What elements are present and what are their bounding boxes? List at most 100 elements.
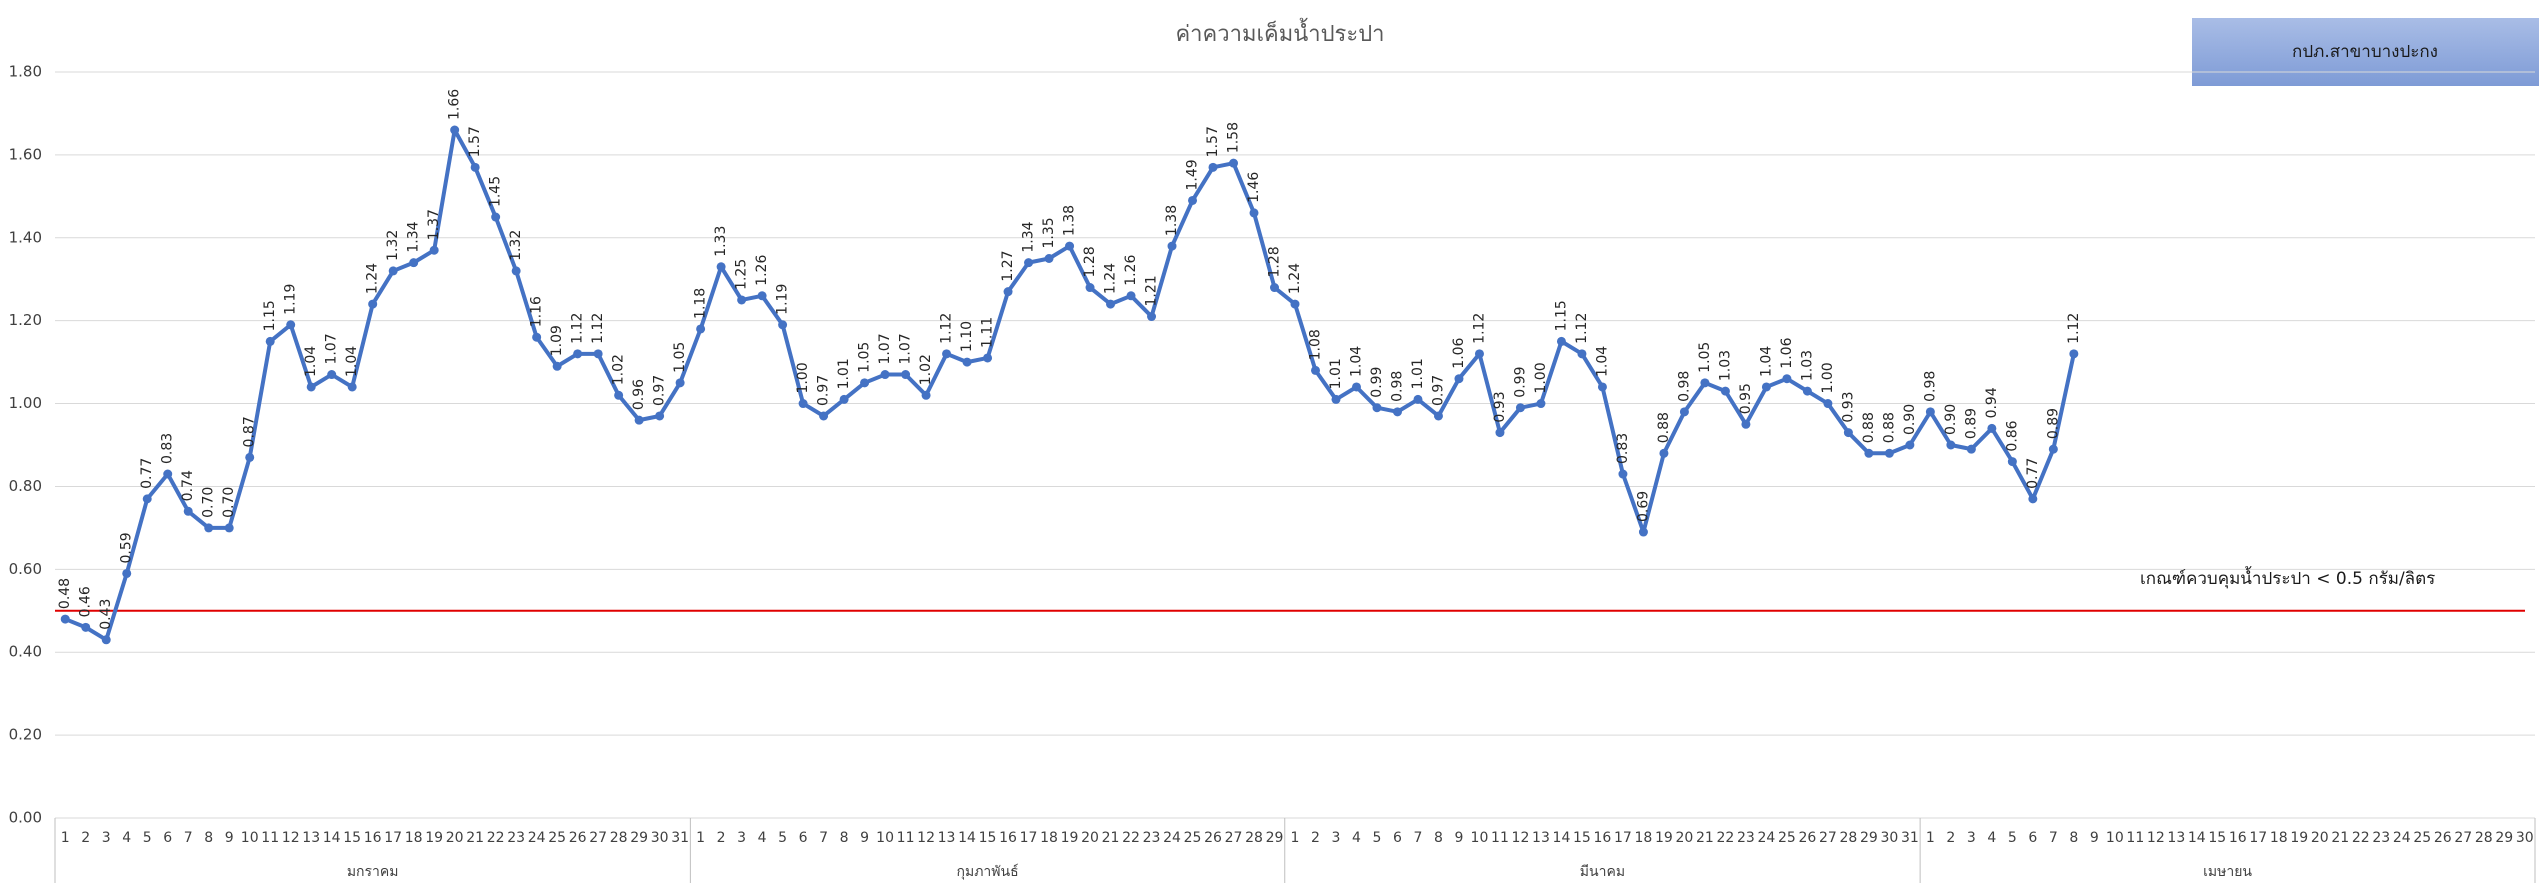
x-tick-label: 31 [1901, 830, 1919, 846]
data-point [1618, 469, 1628, 479]
data-point [1208, 162, 1218, 172]
data-point [860, 378, 870, 388]
x-tick-label: 6 [163, 830, 172, 846]
x-tick-label: 18 [1040, 830, 1058, 846]
data-label: 1.02 [611, 354, 627, 385]
data-label: 1.00 [1533, 362, 1549, 393]
data-point [1147, 312, 1157, 322]
data-label: 0.88 [1861, 412, 1877, 443]
x-tick-label: 7 [1414, 830, 1423, 846]
data-label: 1.08 [1307, 329, 1323, 360]
data-label: 0.97 [1430, 375, 1446, 406]
x-tick-label: 26 [1798, 830, 1816, 846]
reference-label: เกณฑ์ควบคุมน้ำประปา < 0.5 กรัม/ลิตร [2140, 566, 2435, 589]
data-point [1188, 195, 1198, 205]
x-tick-label: 29 [2495, 830, 2513, 846]
data-label: 1.04 [303, 346, 319, 377]
x-tick-label: 4 [122, 830, 131, 846]
data-label: 0.83 [1615, 433, 1631, 464]
x-tick-label: 6 [799, 830, 808, 846]
data-point [470, 162, 480, 172]
data-point [1024, 258, 1034, 268]
data-point [532, 332, 542, 342]
data-label: 1.26 [1123, 255, 1139, 286]
y-tick-label: 1.40 [9, 228, 42, 246]
data-point [1884, 448, 1894, 458]
data-label: 1.45 [488, 176, 504, 207]
x-tick-label: 29 [630, 830, 648, 846]
y-tick-label: 0.20 [9, 726, 42, 744]
x-tick-label: 4 [1987, 830, 1996, 846]
data-point [1823, 399, 1833, 409]
x-tick-label: 17 [2249, 830, 2267, 846]
x-tick-label: 17 [1020, 830, 1038, 846]
data-label: 0.99 [1369, 367, 1385, 398]
x-tick-label: 29 [1860, 830, 1878, 846]
data-label: 1.07 [898, 333, 914, 364]
x-tick-label: 7 [819, 830, 828, 846]
data-point [347, 382, 357, 392]
x-tick-label: 11 [1491, 830, 1509, 846]
x-tick-label: 26 [1204, 830, 1222, 846]
x-tick-label: 20 [446, 830, 464, 846]
x-tick-label: 25 [1184, 830, 1202, 846]
data-label: 0.86 [2004, 420, 2020, 451]
data-label: 1.00 [795, 362, 811, 393]
data-label: 1.12 [590, 313, 606, 344]
x-tick-label: 18 [2270, 830, 2288, 846]
data-label: 1.15 [262, 300, 278, 331]
data-point [1433, 411, 1443, 421]
x-tick-label: 3 [737, 830, 746, 846]
data-label: 0.90 [1943, 404, 1959, 435]
data-label: 0.89 [1963, 408, 1979, 439]
data-label: 1.12 [570, 313, 586, 344]
data-label: 1.38 [1062, 205, 1078, 236]
x-tick-label: 8 [840, 830, 849, 846]
x-tick-label: 13 [938, 830, 956, 846]
x-tick-label: 9 [860, 830, 869, 846]
x-tick-label: 15 [2208, 830, 2226, 846]
x-tick-label: 25 [548, 830, 566, 846]
data-point [839, 394, 849, 404]
y-tick-label: 0.80 [9, 477, 42, 495]
data-point [880, 370, 890, 380]
data-label: 0.88 [1656, 412, 1672, 443]
data-label: 1.26 [754, 255, 770, 286]
data-point [1843, 428, 1853, 438]
data-label: 1.33 [713, 226, 729, 257]
data-point [1515, 403, 1525, 413]
x-tick-label: 28 [1839, 830, 1857, 846]
data-label: 1.05 [672, 342, 688, 373]
data-point [1310, 365, 1320, 375]
data-label: 1.16 [529, 296, 545, 327]
data-label: 1.35 [1041, 217, 1057, 248]
badge-box [2192, 18, 2539, 86]
data-label: 1.00 [1820, 362, 1836, 393]
data-point [2069, 349, 2079, 359]
x-tick-label: 15 [1573, 830, 1591, 846]
data-label: 0.96 [631, 379, 647, 410]
x-tick-label: 27 [589, 830, 607, 846]
data-point [101, 635, 111, 645]
x-tick-label: 10 [876, 830, 894, 846]
data-label: 1.10 [959, 321, 975, 352]
x-tick-label: 5 [2008, 830, 2017, 846]
x-tick-label: 24 [1757, 830, 1775, 846]
y-tick-label: 1.60 [9, 145, 42, 163]
x-tick-label: 17 [1614, 830, 1632, 846]
y-tick-label: 1.00 [9, 394, 42, 412]
data-point [1126, 291, 1136, 301]
x-tick-label: 8 [204, 830, 213, 846]
x-tick-label: 12 [282, 830, 300, 846]
data-point [224, 523, 234, 533]
data-label: 0.70 [201, 487, 217, 518]
x-tick-label: 22 [1716, 830, 1734, 846]
data-point [429, 245, 439, 255]
data-label: 1.28 [1267, 246, 1283, 277]
x-tick-label: 21 [1696, 830, 1714, 846]
x-tick-label: 1 [696, 830, 705, 846]
data-label: 1.37 [426, 209, 442, 240]
data-label: 0.69 [1635, 491, 1651, 522]
